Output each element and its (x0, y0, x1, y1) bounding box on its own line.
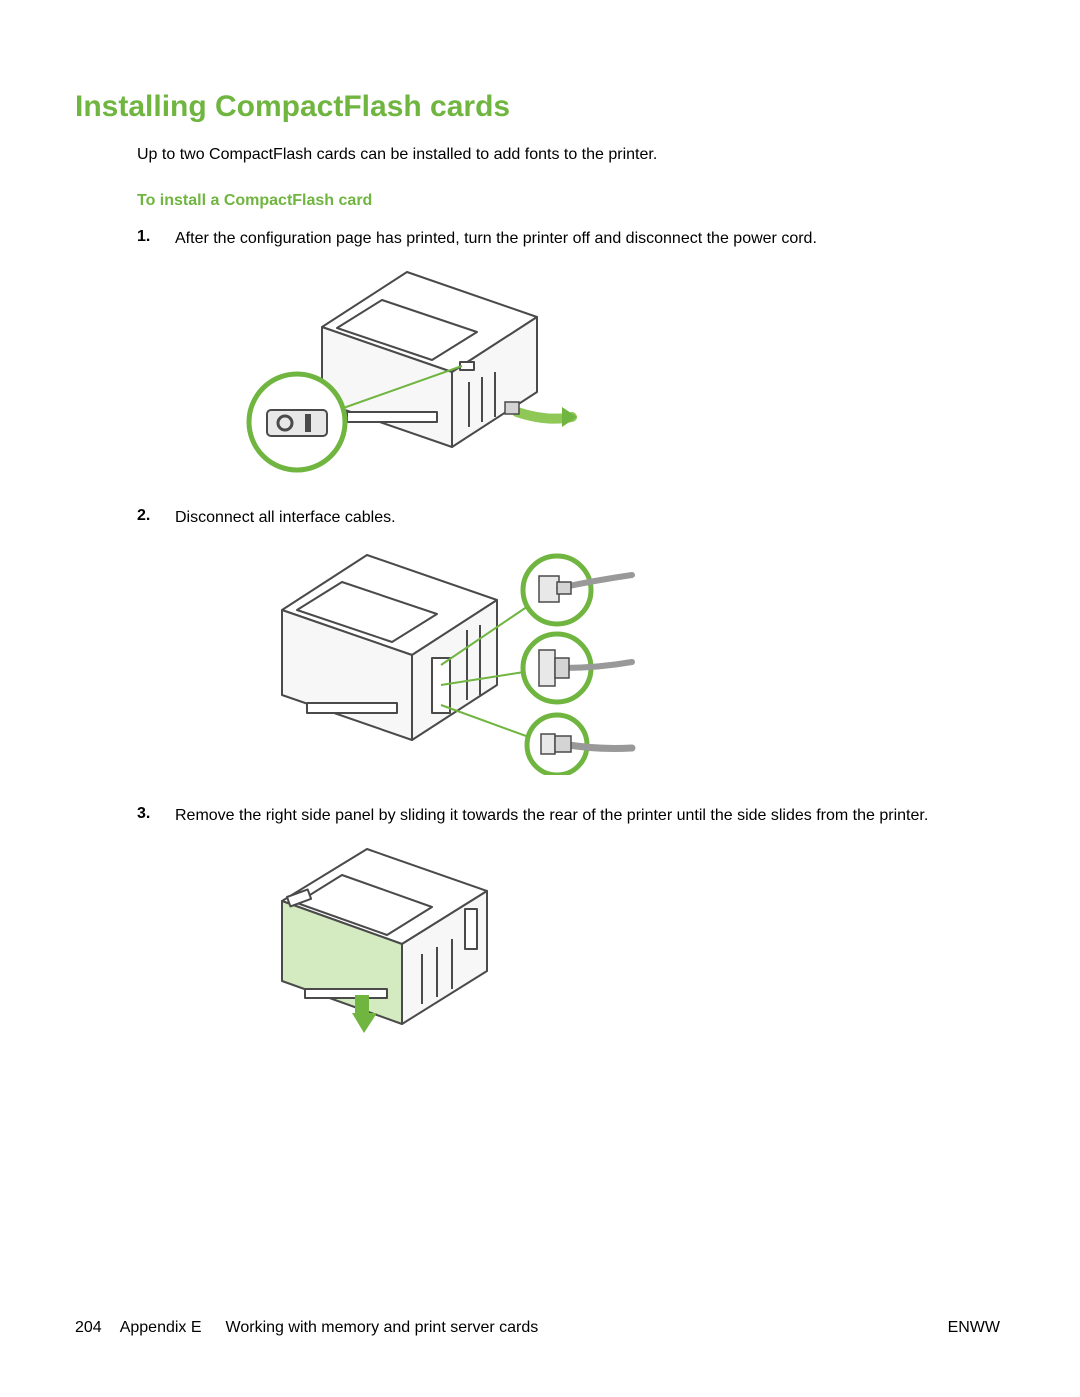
footer-appendix: Appendix E (120, 1319, 202, 1337)
step-number: 3. (137, 805, 175, 827)
step-text: Disconnect all interface cables. (175, 507, 396, 529)
figure-1 (237, 262, 1000, 477)
page-footer: 204 Appendix E Working with memory and p… (75, 1319, 1000, 1337)
footer-lang: ENWW (948, 1319, 1000, 1337)
figure-3 (237, 839, 1000, 1039)
subheading: To install a CompactFlash card (137, 192, 1000, 210)
step-row: 1. After the configuration page has prin… (137, 228, 1000, 250)
footer-chapter: Working with memory and print server car… (226, 1319, 539, 1337)
footer-page-number: 204 (75, 1319, 102, 1337)
intro-paragraph: Up to two CompactFlash cards can be inst… (137, 146, 1000, 164)
step-number: 2. (137, 507, 175, 529)
figure-2 (237, 540, 1000, 775)
step-text: Remove the right side panel by sliding i… (175, 805, 928, 827)
step-text: After the configuration page has printed… (175, 228, 817, 250)
step-row: 2. Disconnect all interface cables. (137, 507, 1000, 529)
step-number: 1. (137, 228, 175, 250)
step-row: 3. Remove the right side panel by slidin… (137, 805, 1000, 827)
page-title: Installing CompactFlash cards (75, 90, 1000, 124)
